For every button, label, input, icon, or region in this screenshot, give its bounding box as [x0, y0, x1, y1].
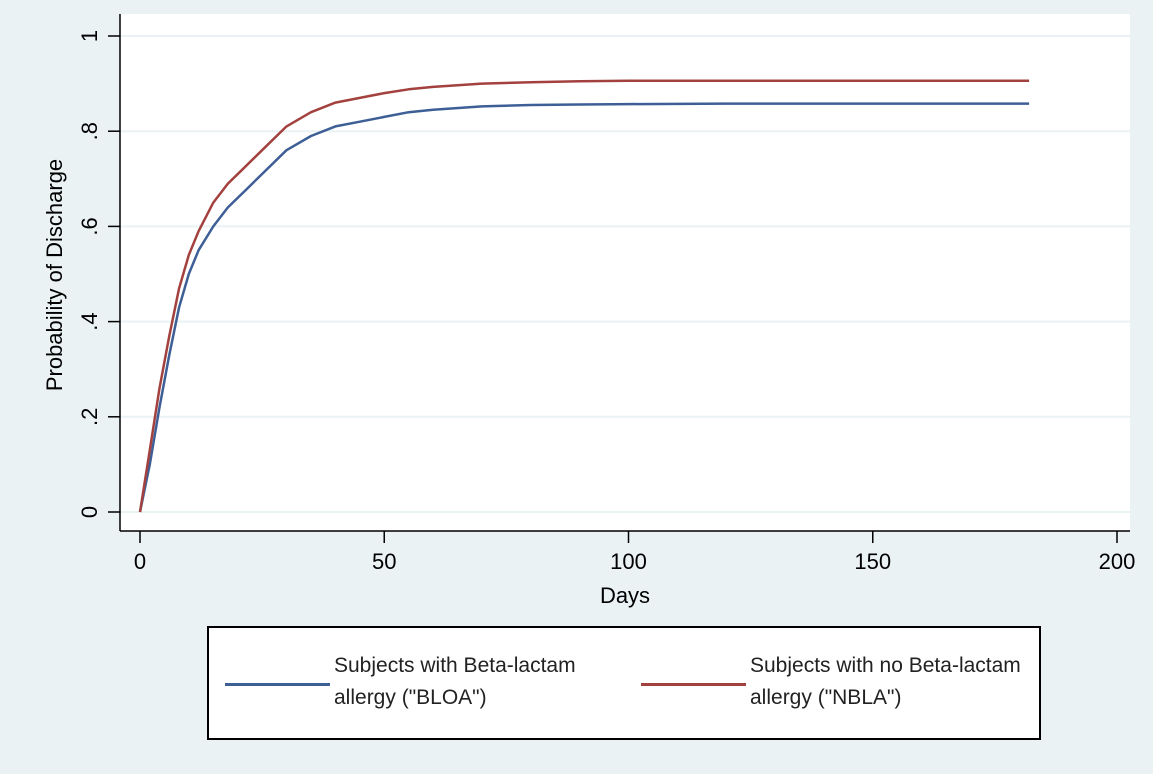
y-tick-label-4: .8: [77, 122, 102, 140]
legend-swatch-nbla: [641, 682, 746, 686]
axes: 0 .2 .4 .6 .8 1 0 50 100 150 200: [77, 14, 1135, 574]
y-axis-title: Probability of Discharge: [42, 159, 67, 391]
chart-plot: 0 .2 .4 .6 .8 1 0 50 100 150 200 Days Probability …: [42, 14, 1135, 608]
y-tick-label-0: 0: [77, 506, 102, 518]
legend-label-nbla: Subjects with no Beta-lactam allergy ("N…: [750, 654, 1021, 709]
plot-area: [120, 14, 1130, 531]
legend: Subjects with Beta-lactam allergy ("BLOA…: [207, 626, 1041, 740]
y-tick-label-3: .6: [77, 217, 102, 235]
y-tick-label-2: .4: [77, 312, 102, 330]
legend-item-nbla: Subjects with no Beta-lactam allergy ("N…: [641, 650, 1040, 714]
series-line-bloa: [138, 102, 1030, 513]
y-tick-label-5: 1: [77, 30, 102, 42]
x-tick-label-2: 100: [610, 549, 647, 574]
series-lines: [138, 79, 1030, 513]
legend-swatch-bloa: [225, 682, 330, 686]
legend-item-bloa: Subjects with Beta-lactam allergy ("BLOA…: [225, 650, 624, 714]
y-tick-label-1: .2: [77, 408, 102, 426]
grid-lines: [120, 35, 1130, 513]
x-tick-label-3: 150: [854, 549, 891, 574]
x-tick-label-1: 50: [372, 549, 396, 574]
x-tick-label-4: 200: [1099, 549, 1136, 574]
x-axis-title: Days: [600, 583, 650, 608]
x-tick-label-0: 0: [134, 549, 146, 574]
series-line-nbla: [138, 79, 1030, 513]
legend-label-bloa: Subjects with Beta-lactam allergy ("BLOA…: [334, 654, 576, 709]
